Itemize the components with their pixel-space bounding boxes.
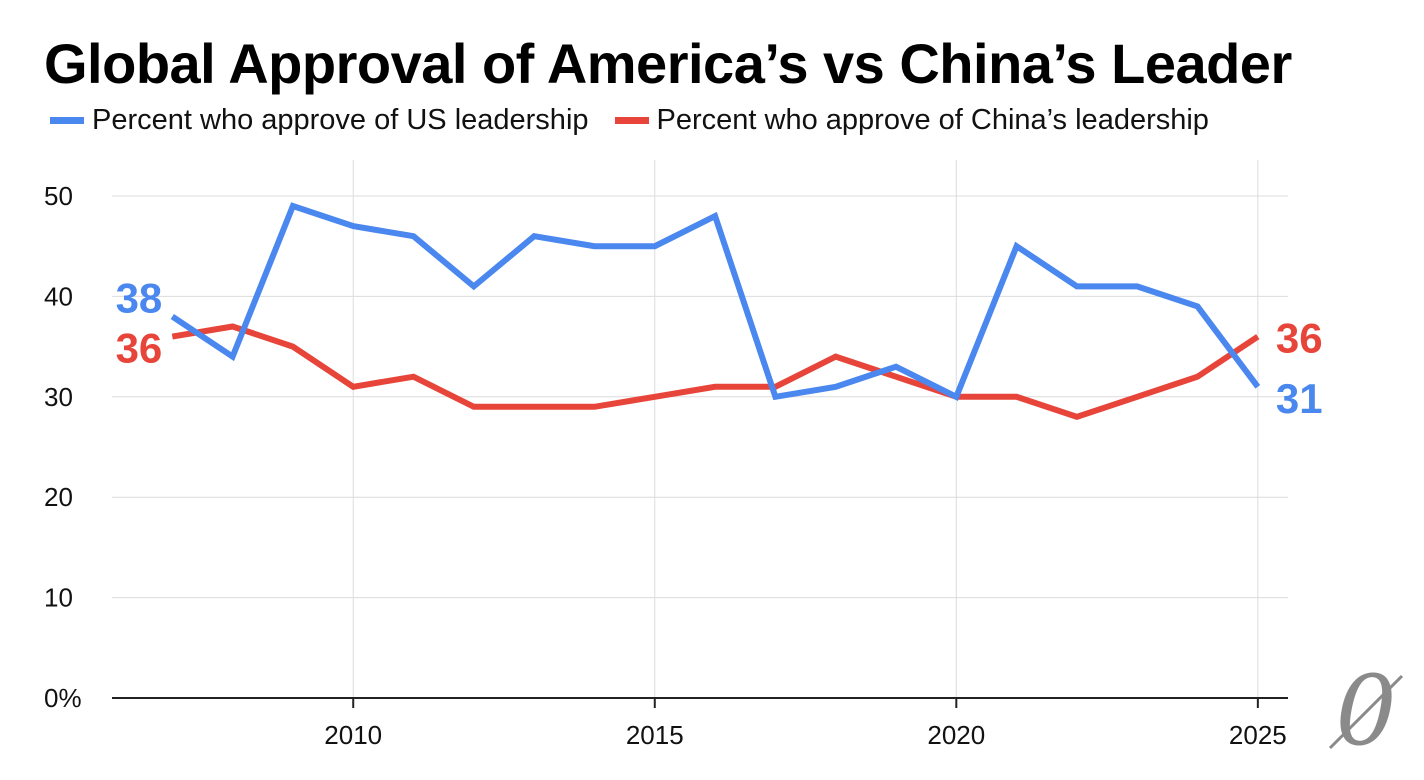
start-label-us: 38 bbox=[116, 274, 163, 321]
y-tick-label: 10 bbox=[44, 583, 73, 613]
legend-label-us: Percent who approve of US leadership bbox=[92, 104, 589, 136]
axes: 0% 10 20 30 40 50 2010 2015 2020 2025 bbox=[44, 181, 1288, 750]
legend-item-us: Percent who approve of US leadership bbox=[50, 104, 589, 137]
series-line-us bbox=[170, 202, 1261, 401]
legend-swatch-china bbox=[614, 117, 649, 124]
x-tick-label: 2015 bbox=[626, 720, 684, 750]
y-tick-label: 50 bbox=[44, 181, 73, 211]
chart-title: Global Approval of America’s vs China’s … bbox=[44, 32, 1292, 95]
end-label-china: 36 bbox=[1276, 315, 1323, 362]
y-tick-label: 40 bbox=[44, 281, 73, 311]
legend-label-china: Percent who approve of China’s leadershi… bbox=[656, 104, 1209, 136]
legend: Percent who approve of US leadership Per… bbox=[50, 104, 1235, 137]
logo-slash bbox=[1328, 674, 1404, 750]
legend-swatch-us bbox=[50, 117, 84, 124]
legend-item-china: Percent who approve of China’s leadershi… bbox=[614, 104, 1209, 137]
y-tick-label: 20 bbox=[44, 482, 73, 512]
series bbox=[170, 202, 1261, 421]
start-label-china: 36 bbox=[116, 325, 163, 372]
end-label-us: 31 bbox=[1276, 375, 1323, 422]
x-tick-label: 2025 bbox=[1229, 720, 1287, 750]
x-tick-label: 2010 bbox=[324, 720, 382, 750]
x-tick-label: 2020 bbox=[927, 720, 985, 750]
grid bbox=[112, 160, 1288, 698]
publisher-logo: 0 bbox=[1328, 655, 1404, 767]
y-tick-label: 30 bbox=[44, 382, 73, 412]
y-tick-label: 0% bbox=[44, 683, 82, 713]
series-line-china bbox=[171, 323, 1260, 421]
